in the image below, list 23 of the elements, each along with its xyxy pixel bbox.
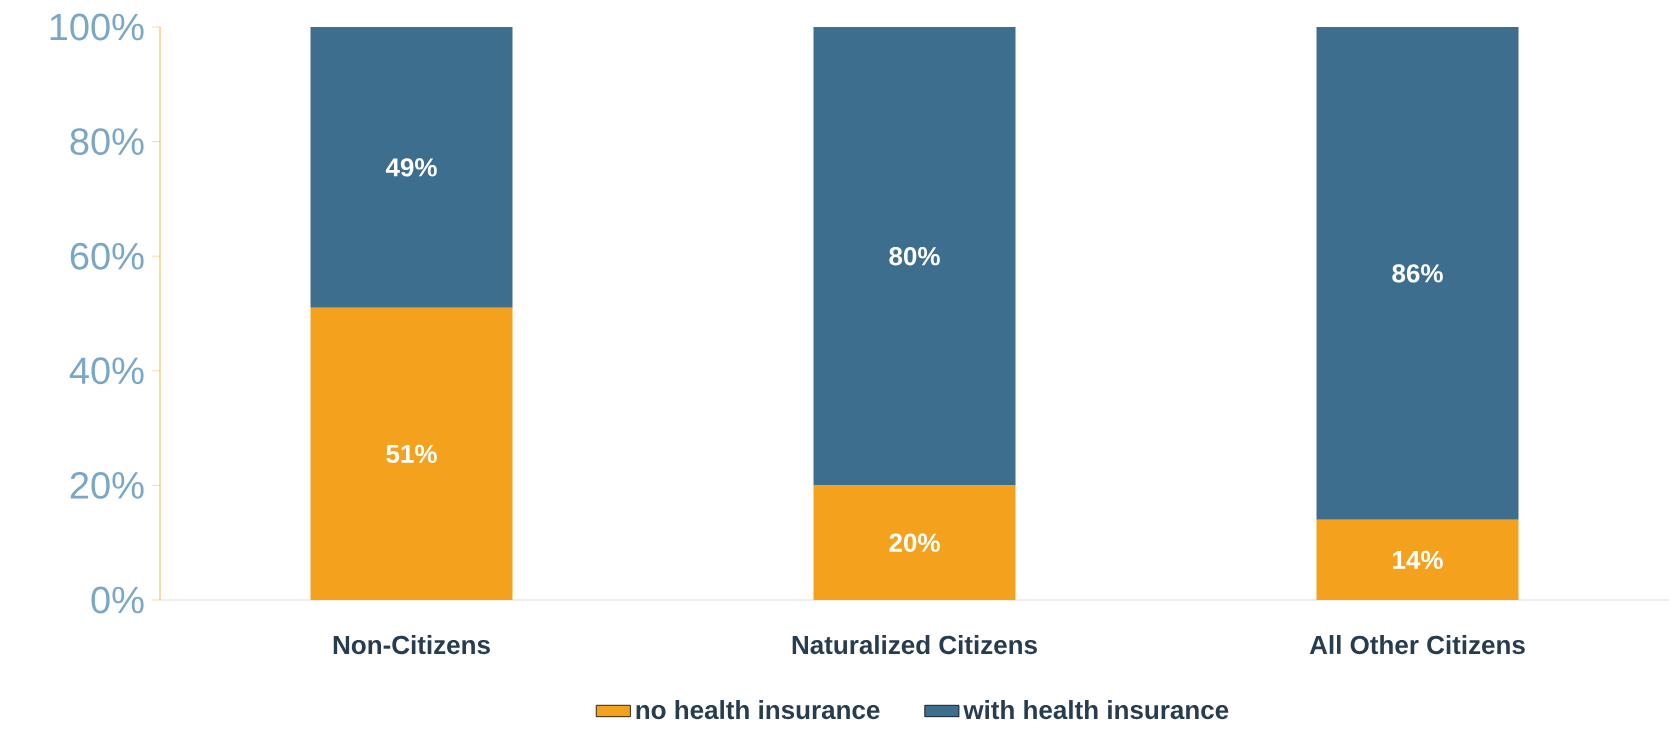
legend-label: with health insurance — [963, 700, 1229, 720]
bar — [1316, 519, 1519, 600]
bar — [813, 485, 1016, 600]
bar — [310, 26, 513, 308]
bar — [1316, 26, 1519, 520]
x-tick-label: All Other Citizens — [1309, 635, 1525, 655]
y-tick-label: 60% — [70, 242, 144, 270]
data-label: 20% — [889, 533, 940, 552]
y-tick-label: 40% — [69, 357, 144, 385]
bar — [310, 307, 513, 600]
y-tick-label: 100% — [50, 13, 144, 41]
y-tick-label: 20% — [70, 471, 144, 499]
data-label: 80% — [889, 246, 940, 266]
bar — [813, 26, 1016, 486]
x-tick-label: Naturalized Citizens — [792, 635, 1037, 655]
y-tick-label: 80% — [70, 128, 144, 156]
legend-label: no health insurance — [636, 700, 880, 720]
data-label: 14% — [1393, 550, 1443, 570]
data-label: 51% — [386, 444, 437, 464]
data-label: 86% — [1392, 264, 1443, 283]
data-label: 49% — [385, 158, 437, 177]
y-tick-label: 0% — [91, 586, 144, 614]
x-tick-label: Non-Citizens — [333, 635, 490, 655]
